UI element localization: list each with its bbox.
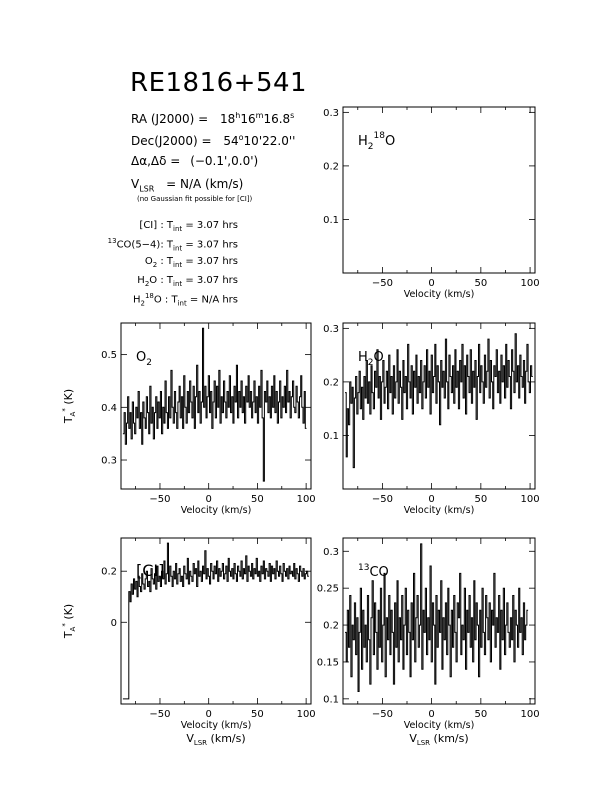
panel-label: H218O [358, 131, 395, 152]
x-tick-label: −50 [372, 709, 393, 720]
tint-ci: [CI] : Tint = 3.07 hrs [139, 220, 238, 233]
panel-h2_18o: −50 0 50 100 0.1 0.2 0.3 Velocity (km/s) H218O [323, 106, 540, 300]
vlsr-axis-label: VLSR (km/s) [186, 732, 245, 747]
x-tick-label: 0 [428, 278, 434, 289]
panel-13co: −50 0 50 100 0.1 0.15 0.2 0.25 0.3 Velocity (km/s… [317, 537, 540, 747]
plot-frame [342, 322, 536, 490]
x-tick-label: 50 [251, 709, 264, 720]
spectrum-line [345, 543, 529, 692]
ra-label: RA (J2000) = [131, 112, 209, 126]
y-tick-label: 0.15 [317, 657, 339, 668]
x-axis-label: Velocity (km/s) [181, 505, 252, 516]
panel-ci: −50 0 50 100 0 0.2 Velocity (km/s)VLSR (km/s) T… [61, 537, 316, 747]
vlsr-axis-label: VLSR (km/s) [409, 732, 468, 747]
page-title: RE1816+541 [130, 68, 308, 98]
offset-label: Δα,Δδ = [131, 154, 181, 168]
x-tick-label: 100 [297, 709, 316, 720]
tint-o2: O2 : Tint = 3.07 hrs [144, 256, 238, 269]
x-axis-label: Velocity (km/s) [404, 505, 475, 516]
x-tick-label: 100 [521, 278, 540, 289]
tint-h2o: H2O : Tint = 3.07 hrs [137, 275, 238, 288]
x-tick-label: 50 [251, 494, 264, 505]
y-tick-label: 0.2 [323, 161, 339, 172]
y-tick-label: 0.1 [323, 694, 339, 705]
plot-frame [342, 537, 536, 705]
plot-frame [342, 106, 536, 274]
x-tick-label: 0 [428, 709, 434, 720]
x-tick-label: −50 [372, 494, 393, 505]
ra-line: RA (J2000) = 18h16m16.8s [131, 111, 295, 126]
y-tick-label: 0.3 [101, 456, 117, 467]
x-tick-label: 100 [521, 709, 540, 720]
vlsr-value: = N/A (km/s) [166, 177, 244, 191]
y-tick-label: 0.4 [101, 403, 117, 414]
y-tick-label: 0 [111, 618, 117, 629]
x-tick-label: −50 [149, 494, 170, 505]
y-tick-label: 0.3 [323, 547, 339, 558]
x-tick-label: 50 [474, 709, 487, 720]
x-tick-label: 50 [474, 278, 487, 289]
y-tick-label: 0.5 [101, 350, 117, 361]
y-tick-label: 0.2 [323, 621, 339, 632]
y-tick-label: 0.25 [317, 584, 339, 595]
dec-value: 54o10'22.0'' [223, 133, 296, 148]
y-tick-label: 0.1 [323, 215, 339, 226]
ra-value: 18h16m16.8s [220, 111, 295, 126]
y-tick-label: 0.2 [101, 567, 117, 578]
ta-axis-label: TA* (K) [61, 604, 77, 639]
x-axis-label: Velocity (km/s) [404, 720, 475, 731]
spectrum-line [122, 542, 309, 700]
x-tick-label: −50 [149, 709, 170, 720]
spectrum-line [345, 333, 533, 469]
panel-h2o: −50 0 50 100 0.1 0.2 0.3 Velocity (km/s) H2O [323, 322, 540, 516]
x-tick-label: −50 [372, 278, 393, 289]
y-tick-label: 0.2 [323, 377, 339, 388]
dec-label: Dec(J2000) = [131, 134, 212, 148]
x-axis-label: Velocity (km/s) [181, 720, 252, 731]
x-tick-label: 0 [428, 494, 434, 505]
panel-label: O2 [136, 350, 152, 368]
ta-axis-label: TA* (K) [61, 389, 77, 424]
x-axis-label: Velocity (km/s) [404, 289, 475, 300]
vlsr-line: VLSR = N/A (km/s) [131, 177, 244, 194]
dec-line: Dec(J2000) = 54o10'22.0'' [131, 133, 296, 148]
tint-13co: 13CO(5−4): Tint = 3.07 hrs [107, 237, 238, 253]
x-tick-label: 100 [297, 494, 316, 505]
y-tick-label: 0.3 [323, 324, 339, 335]
y-tick-label: 0.1 [323, 431, 339, 442]
offset-line: Δα,Δδ = (−0.1',0.0') [131, 155, 258, 167]
spectrum-line [122, 327, 307, 482]
panel-label: H2O [358, 350, 384, 368]
x-tick-label: 100 [521, 494, 540, 505]
y-tick-label: 0.3 [323, 108, 339, 119]
offset-value: (−0.1',0.0') [190, 154, 259, 168]
gaussian-note: (no Gaussian fit possible for [CI]) [137, 195, 253, 203]
plot-frame [120, 322, 312, 490]
tint-h2-18o: H218O : Tint = N/A hrs [132, 292, 238, 308]
x-tick-label: 0 [206, 494, 212, 505]
panel-o2: −50 0 50 100 0.3 0.4 0.5 Velocity (km/s) TA* (K)… [61, 322, 316, 516]
plot-frame [120, 537, 312, 705]
x-tick-label: 50 [474, 494, 487, 505]
x-tick-label: 0 [206, 709, 212, 720]
